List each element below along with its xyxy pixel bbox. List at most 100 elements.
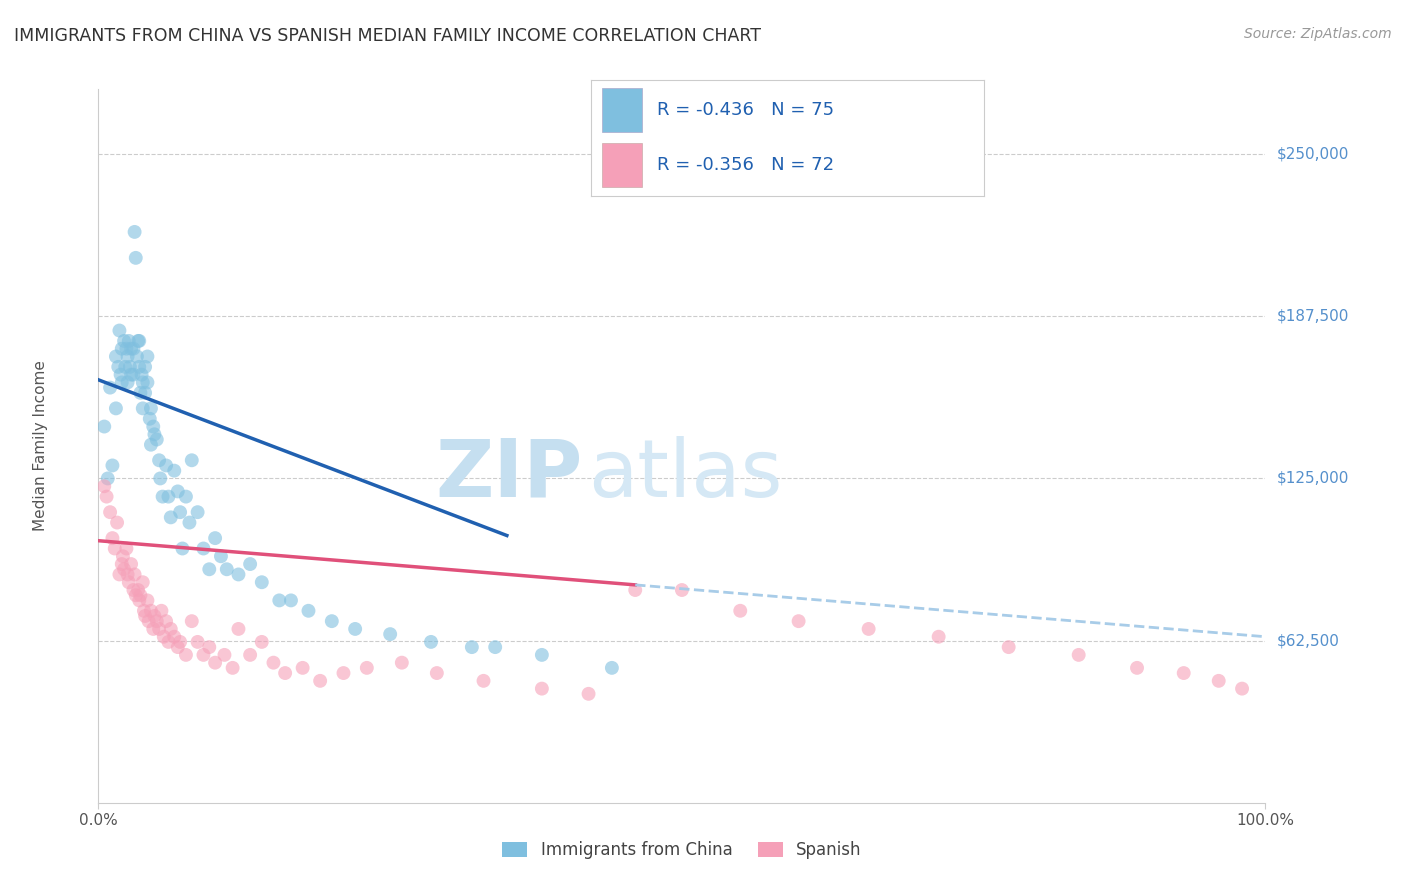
Point	[122, 582, 145, 597]
Text: ZIP: ZIP	[436, 435, 582, 514]
Point	[112, 334, 135, 348]
Point	[117, 350, 139, 364]
Text: $187,500: $187,500	[1277, 309, 1348, 324]
Point	[129, 588, 152, 602]
Point	[378, 627, 402, 641]
Text: Median Family Income: Median Family Income	[32, 360, 48, 532]
Point	[104, 541, 127, 556]
Text: $62,500: $62,500	[1277, 633, 1340, 648]
Point	[122, 368, 145, 382]
Point	[148, 453, 170, 467]
Point	[193, 648, 215, 662]
Point	[136, 350, 159, 364]
Point	[1230, 681, 1253, 696]
Point	[98, 381, 121, 395]
Point	[228, 622, 250, 636]
Point	[157, 635, 180, 649]
Point	[530, 648, 553, 662]
Point	[128, 334, 150, 348]
Point	[169, 505, 191, 519]
Point	[250, 575, 273, 590]
Text: R = -0.356   N = 72: R = -0.356 N = 72	[658, 156, 835, 174]
Point	[280, 593, 302, 607]
Point	[484, 640, 506, 654]
Point	[111, 557, 134, 571]
Point	[93, 479, 115, 493]
Point	[118, 359, 141, 374]
Point	[143, 427, 166, 442]
Point	[146, 614, 169, 628]
Point	[150, 604, 173, 618]
Point	[136, 593, 159, 607]
Point	[239, 557, 262, 571]
Text: IMMIGRANTS FROM CHINA VS SPANISH MEDIAN FAMILY INCOME CORRELATION CHART: IMMIGRANTS FROM CHINA VS SPANISH MEDIAN …	[14, 27, 761, 45]
Point	[228, 567, 250, 582]
Point	[114, 359, 136, 374]
Point	[461, 640, 484, 654]
Point	[187, 505, 209, 519]
Point	[309, 673, 332, 688]
Point	[125, 251, 148, 265]
Point	[111, 549, 134, 564]
Point	[120, 368, 142, 382]
Point	[142, 419, 165, 434]
Point	[166, 640, 188, 654]
Point	[155, 458, 177, 473]
Point	[157, 490, 180, 504]
Point	[139, 401, 162, 416]
Point	[858, 622, 880, 636]
Point	[107, 359, 129, 374]
Point	[391, 656, 413, 670]
Point	[291, 661, 314, 675]
Point	[262, 656, 284, 670]
Point	[111, 376, 134, 390]
Point	[138, 614, 160, 628]
Point	[209, 549, 232, 564]
Text: $250,000: $250,000	[1277, 146, 1348, 161]
Point	[928, 630, 950, 644]
Point	[198, 640, 221, 654]
Point	[174, 648, 197, 662]
Point	[127, 334, 149, 348]
Point	[420, 635, 443, 649]
Point	[112, 562, 135, 576]
Point	[321, 614, 343, 628]
Point	[204, 531, 226, 545]
Point	[152, 630, 174, 644]
Point	[134, 385, 156, 400]
Point	[93, 419, 115, 434]
Point	[129, 385, 152, 400]
Point	[250, 635, 273, 649]
Point	[139, 411, 162, 425]
Point	[132, 575, 155, 590]
Text: R = -0.436   N = 75: R = -0.436 N = 75	[658, 102, 835, 120]
Point	[239, 648, 262, 662]
Point	[152, 490, 174, 504]
Point	[472, 673, 495, 688]
Point	[118, 575, 141, 590]
Point	[136, 376, 159, 390]
Point	[134, 359, 156, 374]
Point	[180, 453, 202, 467]
Point	[530, 681, 553, 696]
Point	[117, 376, 139, 390]
Point	[115, 541, 138, 556]
Point	[159, 510, 181, 524]
Text: $125,000: $125,000	[1277, 471, 1348, 486]
Point	[108, 324, 131, 338]
Point	[125, 350, 148, 364]
Point	[142, 622, 165, 636]
Point	[624, 582, 647, 597]
Point	[111, 342, 134, 356]
Point	[215, 562, 238, 576]
Point	[221, 661, 243, 675]
Point	[169, 635, 191, 649]
Point	[101, 458, 124, 473]
Point	[787, 614, 810, 628]
Point	[730, 604, 752, 618]
Point	[117, 567, 139, 582]
Point	[163, 464, 186, 478]
Legend: Immigrants from China, Spanish: Immigrants from China, Spanish	[496, 835, 868, 866]
Point	[174, 490, 197, 504]
Point	[163, 630, 186, 644]
